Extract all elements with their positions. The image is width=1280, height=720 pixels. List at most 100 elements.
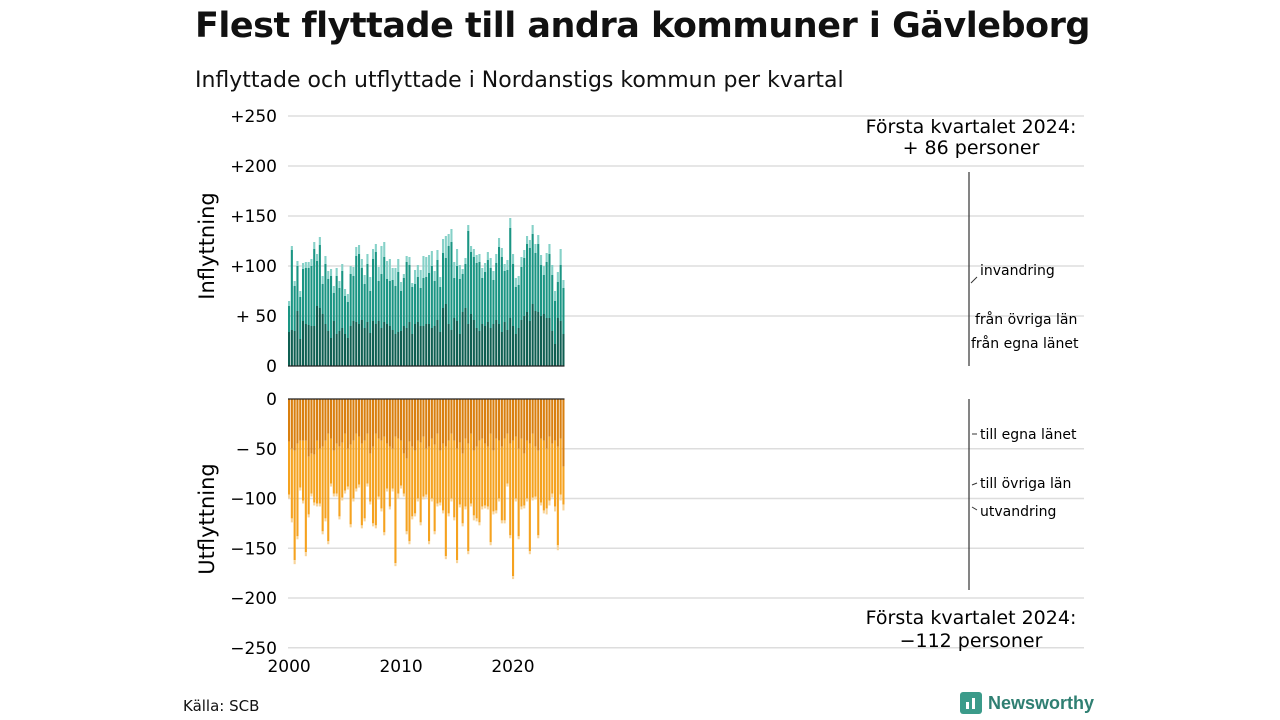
outflow-bar-segment xyxy=(394,563,397,567)
outflow-bar-segment xyxy=(341,442,344,498)
outflow-bar-segment xyxy=(419,399,422,443)
outflow-bar-segment xyxy=(330,483,333,487)
outflow-bar-segment xyxy=(528,399,531,444)
outflow-bar-segment xyxy=(335,399,338,444)
outflow-bar-segment xyxy=(330,399,333,439)
inflow-bar-segment xyxy=(481,324,484,366)
outflow-bar-segment xyxy=(545,448,548,509)
outflow-bar-segment xyxy=(551,493,554,498)
outflow-bar-segment xyxy=(363,399,366,441)
outflow-bar-segment xyxy=(422,436,425,497)
outflow-bar-segment xyxy=(304,552,307,557)
inflow-bar-segment xyxy=(324,324,327,366)
inflow-bar-segment xyxy=(344,289,347,296)
inflow-bar-segment xyxy=(470,252,473,314)
inflow-bar-segment xyxy=(551,265,554,275)
inflow-bar-segment xyxy=(332,321,335,366)
inflow-callout-line2: + 86 personer xyxy=(903,137,1040,159)
outflow-bar-segment xyxy=(344,433,347,491)
inflow-bar-segment xyxy=(520,257,523,267)
inflow-bar-segment xyxy=(430,328,433,366)
y-tick-label: −100 xyxy=(230,490,277,510)
outflow-bar-segment xyxy=(377,496,380,500)
inflow-bar-segment xyxy=(542,314,545,366)
inflow-bar-segment xyxy=(422,278,425,326)
inflow-bar-segment xyxy=(374,252,377,324)
outflow-bar-segment xyxy=(391,399,394,449)
outflow-bar-segment xyxy=(531,433,534,498)
inflow-bar-segment xyxy=(293,286,296,331)
inflow-bar-segment xyxy=(374,324,377,366)
x-tick-label: 2010 xyxy=(379,657,422,677)
inflow-bar-segment xyxy=(464,308,467,366)
invandring-leader xyxy=(970,276,978,284)
outflow-bar-segment xyxy=(374,399,377,434)
outflow-bar-segment xyxy=(321,446,324,532)
inflow-bar-segment xyxy=(461,312,464,366)
inflow-bar-segment xyxy=(422,256,425,278)
outflow-bar-segment xyxy=(318,399,321,449)
inflow-bar-segment xyxy=(472,249,475,257)
inflow-bar-segment xyxy=(478,331,481,366)
outflow-bar-segment xyxy=(506,399,509,434)
inflow-bar-segment xyxy=(408,265,411,322)
inflow-bar-segment xyxy=(439,332,442,366)
inflow-bar-segment xyxy=(456,266,459,321)
outflow-bar-segment xyxy=(444,399,447,447)
outflow-bar-segment xyxy=(559,399,562,439)
inflow-bar-segment xyxy=(436,260,439,320)
inflow-bar-segment xyxy=(453,318,456,366)
outflow-bar-segment xyxy=(318,503,321,507)
outflow-bar-segment xyxy=(324,440,327,519)
outflow-bar-segment xyxy=(302,500,305,504)
outflow-bar-segment xyxy=(556,446,559,546)
outflow-bar-segment xyxy=(366,433,369,484)
inflow-bar-segment xyxy=(562,288,565,334)
inflow-bar-segment xyxy=(517,276,520,285)
inflow-bar-segment xyxy=(467,225,470,231)
inflow-bar-segment xyxy=(383,257,386,322)
inflow-bar-segment xyxy=(416,277,419,322)
chart-subtitle: Inflyttade och utflyttade i Nordanstigs … xyxy=(195,68,844,93)
outflow-bar-segment xyxy=(386,488,389,492)
inflow-bar-segment xyxy=(341,264,344,271)
outflow-bar-segment xyxy=(369,453,372,502)
outflow-bar-segment xyxy=(562,466,565,505)
outflow-bar-segment xyxy=(307,399,310,457)
outflow-bar-segment xyxy=(358,399,361,437)
inflow-bar-segment xyxy=(360,268,363,320)
outflow-bar-segment xyxy=(503,520,506,524)
inflow-bar-segment xyxy=(321,284,324,314)
outflow-bar-segment xyxy=(534,496,537,500)
outflow-bar-segment xyxy=(293,450,296,561)
label-till-ovriga-lan: till övriga län xyxy=(980,476,1071,492)
inflow-bar-segment xyxy=(363,284,366,328)
outflow-bar-segment xyxy=(332,450,335,494)
inflow-bar-segment xyxy=(352,267,355,276)
outflow-bar-segment xyxy=(341,497,344,501)
outflow-bar-segment xyxy=(411,516,414,520)
inflow-bar-segment xyxy=(509,318,512,366)
outflow-bar-segment xyxy=(360,443,363,526)
inflow-bar-segment xyxy=(531,234,534,304)
outflow-bar-segment xyxy=(391,488,394,492)
inflow-bar-segment xyxy=(321,276,324,284)
inflow-bar-segment xyxy=(360,259,363,268)
outflow-bar-segment xyxy=(405,458,408,532)
outflow-bar-segment xyxy=(374,525,377,529)
inflow-bar-segment xyxy=(419,326,422,366)
inflow-bar-segment xyxy=(540,316,543,366)
outflow-bar-segment xyxy=(391,448,394,489)
outflow-bar-segment xyxy=(456,448,459,561)
outflow-bar-segment xyxy=(411,446,414,517)
outflow-bar-segment xyxy=(402,493,405,497)
inflow-bar-segment xyxy=(495,254,498,263)
inflow-bar-segment xyxy=(377,267,380,281)
inflow-bar-segment xyxy=(520,320,523,366)
outflow-bar-segment xyxy=(542,440,545,511)
inflow-bar-segment xyxy=(439,287,442,332)
inflow-bar-segment xyxy=(386,261,389,279)
inflow-bar-segment xyxy=(369,333,372,366)
outflow-bar-segment xyxy=(344,399,347,434)
